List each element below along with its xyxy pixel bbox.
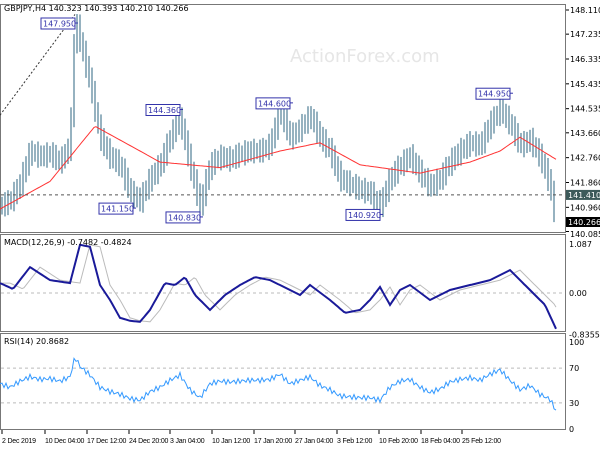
time-axis-label: 18 Feb 04:00 (421, 438, 460, 445)
price-axis-label: 147.235 (570, 30, 600, 39)
macd-axis-label: 0.00 (569, 289, 587, 298)
price-axis-label: 146.335 (570, 55, 600, 64)
rsi-axis-label: 0 (569, 425, 574, 434)
price-tag-bg (566, 189, 600, 200)
annotation-label: 147.950 (43, 20, 76, 29)
macd-axis-label: 1.087 (569, 240, 592, 249)
time-axis-label: 10 Dec 04:00 (45, 438, 85, 445)
annotation-label: 141.150 (101, 205, 134, 214)
price-axis-label: 140.960 (570, 203, 600, 212)
annotation-label: 144.360 (148, 106, 181, 115)
annotation-label: 144.600 (258, 99, 291, 108)
annotation-label: 140.920 (348, 211, 381, 220)
time-axis-label: 27 Jan 04:00 (295, 438, 333, 445)
price-axis-label: 144.535 (570, 105, 600, 114)
annotation-label: 140.830 (168, 213, 201, 222)
time-axis-label: 17 Dec 12:00 (87, 438, 127, 445)
rsi-axis-label: 100 (569, 338, 584, 347)
macd-axis-label: -0.8355 (569, 331, 600, 340)
annotation-label: 144.950 (478, 90, 511, 99)
price-axis-label: 140.085 (570, 230, 600, 239)
macd-line (0, 243, 557, 330)
price-tag-bg (566, 216, 600, 227)
time-axis-label: 17 Jan 20:00 (254, 438, 292, 445)
time-axis-label: 3 Jan 04:00 (170, 438, 205, 445)
rsi-panel-frame (0, 333, 566, 430)
watermark: ActionForex.com (290, 46, 440, 67)
time-axis-label: 10 Jan 12:00 (212, 438, 250, 445)
price-axis-label: 148.110 (570, 6, 600, 15)
time-axis-label: 2 Dec 2019 (2, 438, 36, 445)
price-panel-frame (0, 4, 566, 233)
symbol-info: GBPJPY,H4 140.323 140.393 140.210 140.26… (4, 4, 189, 13)
price-axis-label: 145.435 (570, 80, 600, 89)
rsi-line (0, 357, 557, 411)
price-tag: 140.266 (568, 218, 600, 227)
macd-signal-line (0, 244, 557, 323)
rsi-label: RSI(14) 20.8682 (4, 337, 70, 346)
time-axis-label: 25 Feb 12:00 (462, 438, 501, 445)
price-tag: 141.410 (568, 191, 600, 200)
trend-line (0, 14, 76, 116)
rsi-axis-label: 30 (569, 399, 579, 408)
price-axis-label: 142.760 (570, 154, 600, 163)
macd-label: MACD(12,26,9) -0.7482 -0.4824 (4, 238, 132, 247)
time-axis-label: 3 Feb 12:00 (337, 438, 372, 445)
price-axis-label: 143.660 (570, 129, 600, 138)
moving-average-line (0, 126, 557, 210)
price-axis-label: 141.860 (570, 179, 600, 188)
time-axis-label: 10 Feb 20:00 (379, 438, 418, 445)
rsi-axis-label: 70 (569, 364, 579, 373)
time-axis-label: 24 Dec 20:00 (129, 438, 169, 445)
